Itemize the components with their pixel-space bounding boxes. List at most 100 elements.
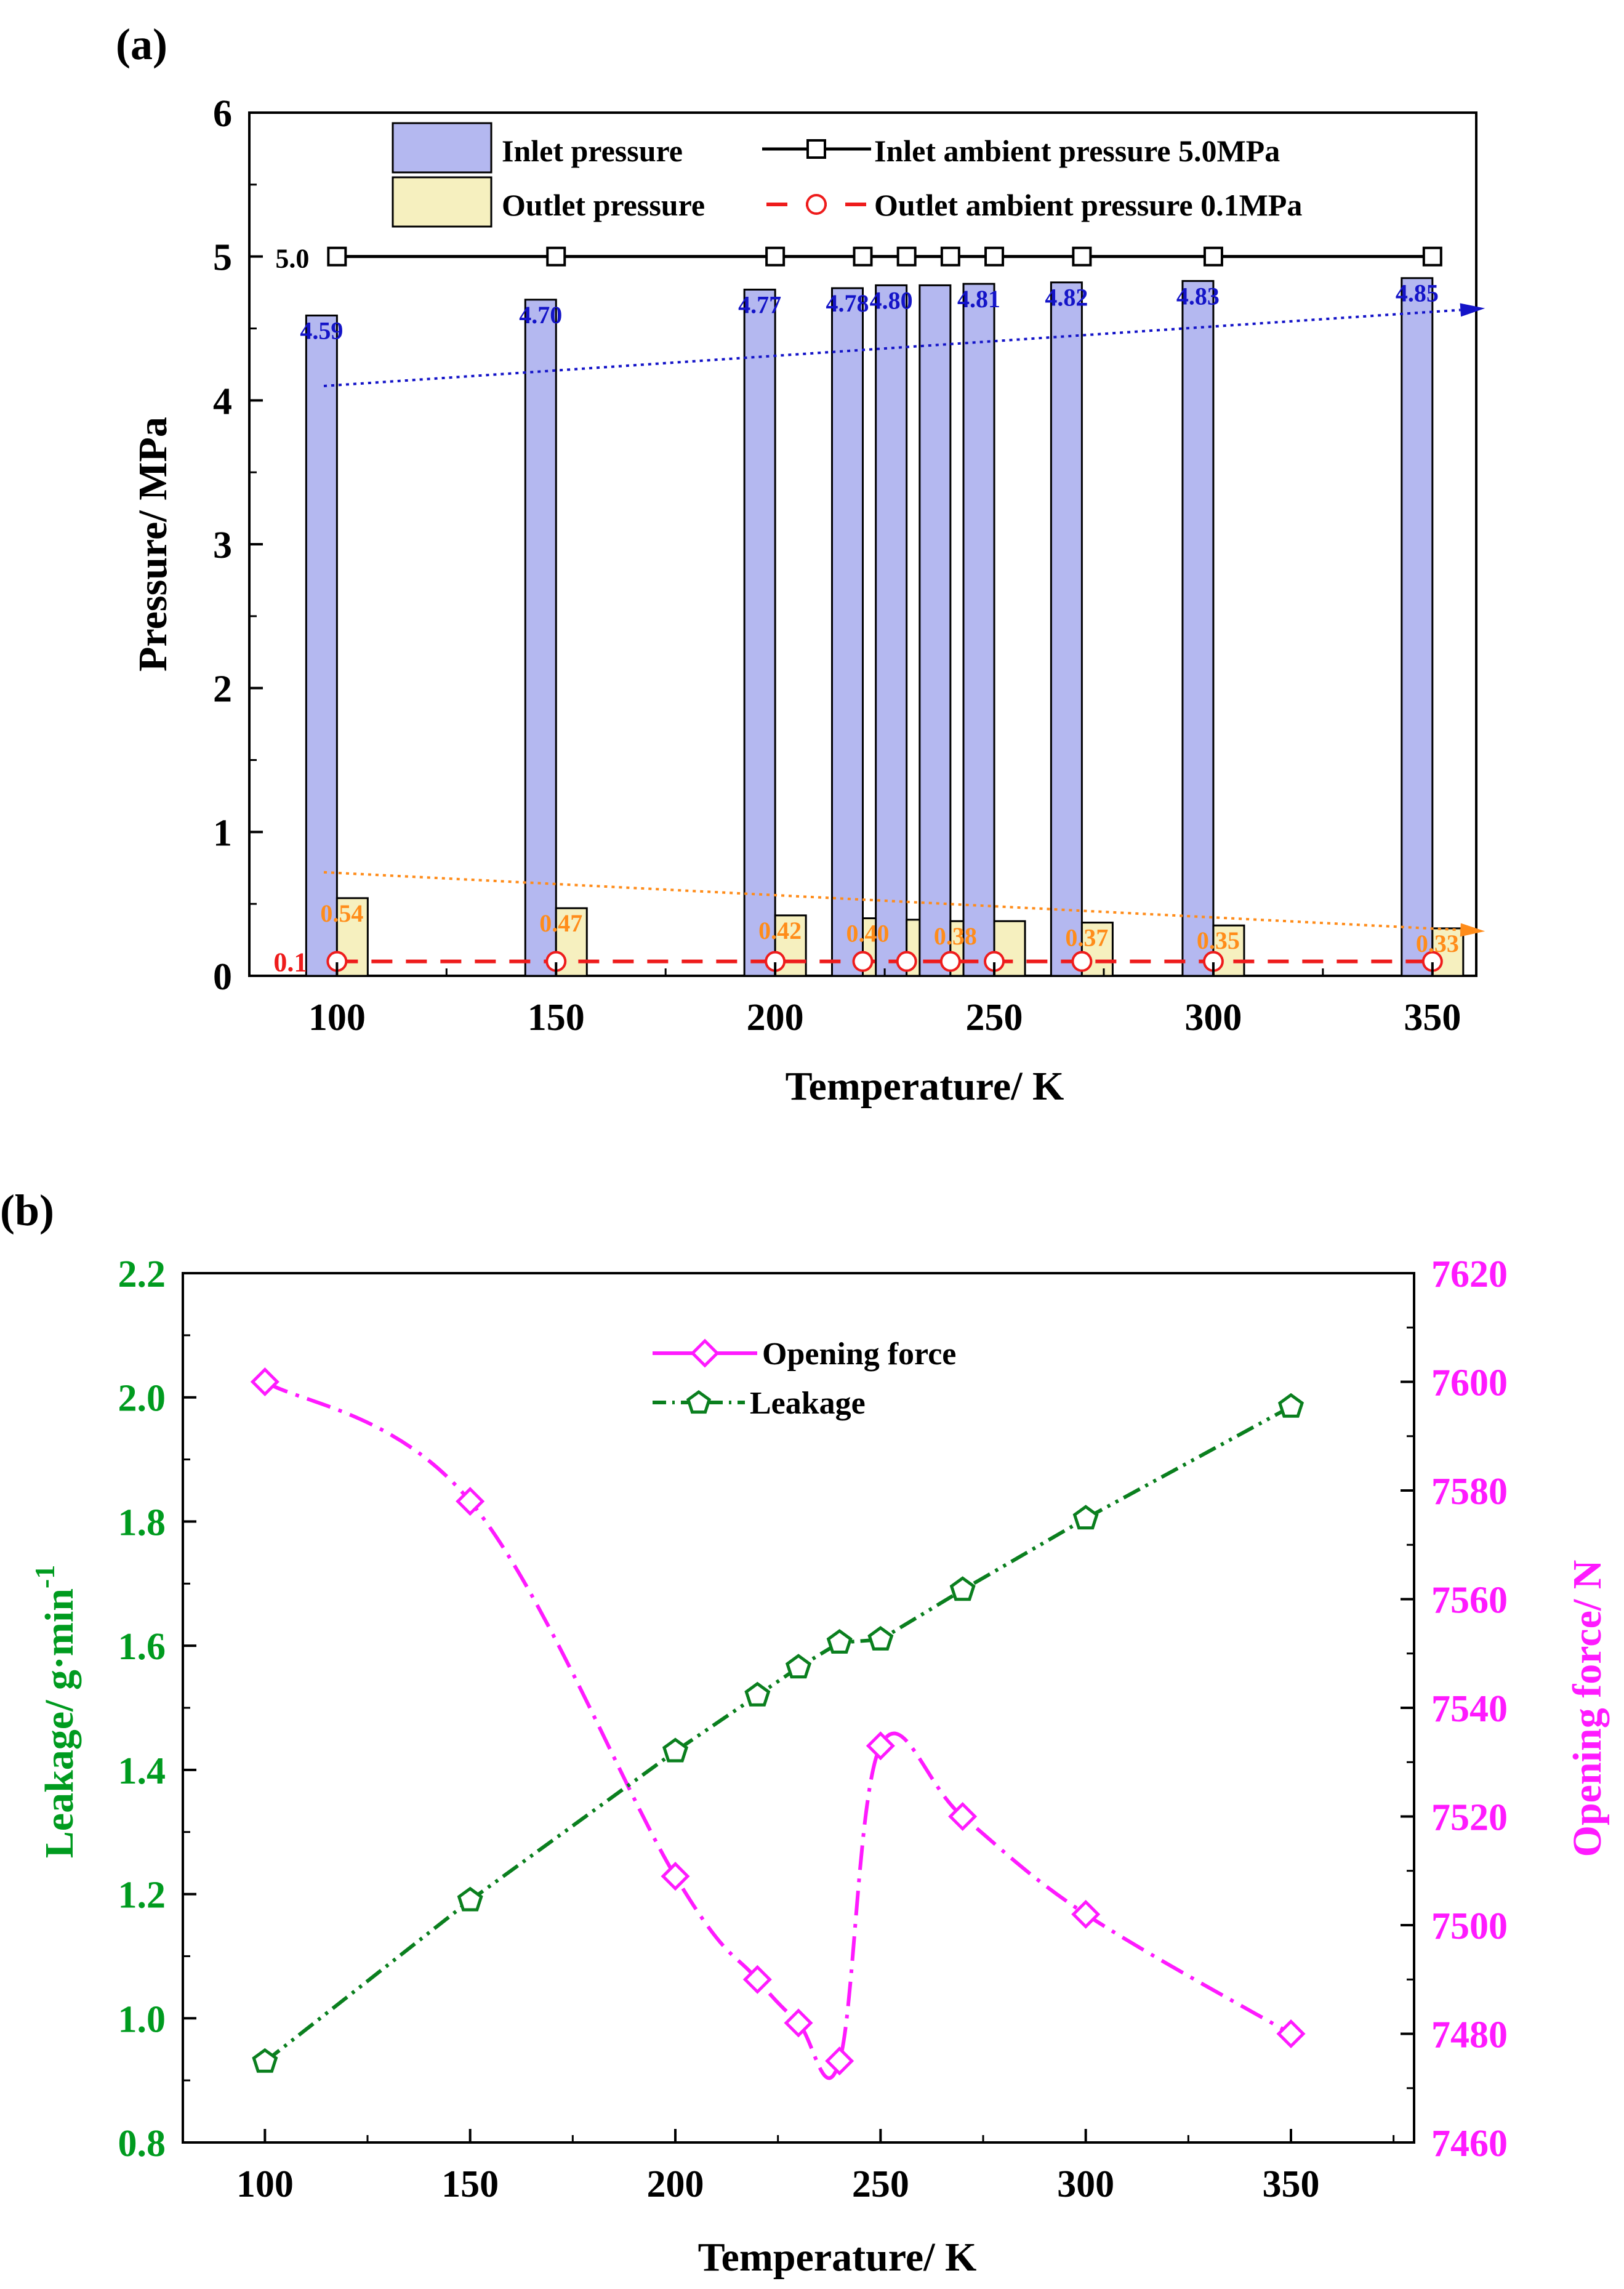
outlet-trend-head — [1460, 923, 1485, 937]
bar-label-outlet: 0.38 — [934, 922, 977, 950]
y-tick-label-right-b: 7500 — [1431, 1905, 1508, 1947]
bar-inlet-pressure — [524, 299, 557, 977]
legend-label-outlet-pressure: Outlet pressure — [502, 188, 705, 222]
inlet-ambient-marker — [327, 246, 347, 267]
x-ticks-a: 100 150 200 250 300 350 — [308, 962, 1461, 1039]
svg-text:Leakage/ g·min-1: Leakage/ g·min-1 — [29, 1565, 82, 1859]
y-tick-label-left-b: 1.4 — [118, 1750, 166, 1792]
y-tick-label-a: 5 — [213, 237, 232, 279]
x-axis-title-a: Temperature/ K — [786, 1064, 1064, 1109]
y-tick-label-left-b: 2.0 — [118, 1378, 166, 1420]
x-axis-title-b: Temperature/ K — [698, 2235, 977, 2280]
legend-swatch-inlet-pressure — [392, 122, 492, 174]
x-ticks-b: 100 150 200 250 300 350 — [236, 2129, 1395, 2205]
inlet-ambient-marker — [546, 246, 566, 267]
leakage-point — [252, 2048, 278, 2073]
bar-label-outlet: 0.35 — [1197, 927, 1240, 954]
series-lines-b — [263, 1380, 1292, 2080]
legend-marker-outlet-ambient — [806, 194, 827, 215]
inlet-trend-head — [1460, 303, 1485, 317]
opening-force-point — [456, 1487, 485, 1516]
x-tick-label-a: 150 — [528, 997, 585, 1039]
inlet-ambient-marker — [765, 246, 786, 267]
y-axis-title-a: Pressure/ MPa — [131, 417, 175, 672]
bar-labels-a: 4.59 4.70 4.77 4.78 4.80 4.81 4.82 4.83 4.85 0.54… — [300, 280, 1458, 957]
bar-label-outlet: 0.40 — [846, 920, 890, 947]
inlet-trend-line — [323, 308, 1461, 387]
legend-marker-inlet-ambient — [806, 139, 826, 159]
bar-inlet-pressure — [305, 314, 338, 977]
legend-label-inlet-pressure: Inlet pressure — [502, 134, 683, 168]
bar-outlet-pressure — [774, 914, 807, 977]
bar-label-inlet: 4.77 — [738, 291, 781, 318]
y-tick-label-left-b: 0.8 — [118, 2123, 166, 2165]
y-axis-title-left-sup: -1 — [29, 1565, 60, 1588]
y-tick-label-right-b: 7580 — [1431, 1471, 1508, 1513]
opening-force-point — [1071, 1899, 1101, 1929]
bar-inlet-pressure — [1181, 280, 1215, 977]
inlet-ambient-marker — [1072, 246, 1092, 267]
y-axis-title-left-b: Leakage/ g·min-1 — [29, 1565, 82, 1859]
y-tick-label-left-b: 2.2 — [118, 1253, 166, 1295]
ambient-lines-a: 5.0 0.1 — [273, 244, 1443, 978]
opening-force-point — [866, 1731, 895, 1761]
outlet-ambient-marker — [1071, 951, 1093, 972]
trend-arrows-a — [323, 303, 1485, 937]
bar-label-outlet: 0.37 — [1065, 924, 1108, 952]
x-tick-label-b: 300 — [1057, 2163, 1114, 2205]
inlet-ambient-marker — [896, 246, 917, 267]
x-tick-label-b: 350 — [1263, 2163, 1320, 2205]
bar-inlet-pressure — [1050, 281, 1083, 977]
bar-inlet-pressure — [831, 287, 864, 977]
legend-label-outlet-ambient: Outlet ambient pressure 0.1MPa — [874, 188, 1302, 222]
y-axis-title-right-b: Opening force/ N — [1565, 1560, 1610, 1857]
y-tick-label-a: 2 — [213, 669, 232, 710]
bar-inlet-pressure — [919, 284, 952, 977]
y-axis-title-left-text: Leakage/ g·min — [37, 1588, 82, 1858]
opening-force-point — [1276, 2019, 1306, 2049]
y-tick-label-left-b: 1.8 — [118, 1502, 166, 1543]
y-ticks-a: 0 1 2 3 4 5 6 — [213, 93, 263, 998]
opening-force-point — [948, 1801, 978, 1832]
leakage-point — [826, 1629, 853, 1654]
y-tick-label-left-b: 1.6 — [118, 1626, 166, 1668]
leakage-point — [1072, 1505, 1099, 1530]
inlet-ambient-marker — [1422, 246, 1442, 267]
y-tick-label-a: 6 — [213, 93, 232, 135]
y-tick-label-right-b: 7540 — [1431, 1688, 1508, 1730]
leakage-point — [457, 1886, 483, 1912]
y-tick-label-right-b: 7560 — [1431, 1580, 1508, 1622]
legend-a: Inlet pressure Outlet pressure Inlet amb… — [392, 122, 1302, 228]
leakage-point — [949, 1576, 976, 1601]
inlet-ambient-marker — [1203, 246, 1223, 267]
x-tick-label-a: 200 — [747, 997, 804, 1039]
outlet-ambient-marker — [896, 951, 917, 972]
legend-label-leakage: Leakage — [750, 1386, 866, 1421]
y-tick-label-a: 1 — [213, 812, 232, 854]
panel-a-label: (a) — [116, 20, 167, 69]
bar-label-outlet: 0.47 — [539, 909, 582, 937]
bar-label-inlet: 4.70 — [519, 301, 562, 329]
bar-label-outlet: 0.33 — [1416, 930, 1459, 957]
opening-force-point — [661, 1862, 690, 1891]
x-tick-label-a: 300 — [1184, 997, 1242, 1039]
inlet-ambient-marker — [984, 246, 1005, 267]
inlet-ambient-marker — [940, 246, 960, 267]
bar-label-inlet: 4.78 — [826, 289, 869, 317]
legend-marker-leakage — [686, 1390, 712, 1414]
outlet-trend-line — [323, 871, 1461, 931]
x-tick-label-a: 250 — [966, 997, 1023, 1039]
outlet-ambient-marker — [939, 951, 961, 972]
opening-force-line — [263, 1380, 1292, 2080]
bar-label-inlet: 4.59 — [300, 316, 343, 344]
opening-force-point — [250, 1367, 279, 1397]
bar-label-outlet: 0.42 — [758, 917, 802, 944]
leakage-point — [1277, 1393, 1304, 1418]
leakage-point — [785, 1654, 812, 1679]
inlet-ambient-value-label: 5.0 — [275, 244, 309, 274]
opening-force-point — [742, 1965, 772, 1994]
y-tick-label-right-b: 7520 — [1431, 1797, 1508, 1839]
y-tick-label-left-b: 1.0 — [118, 1998, 166, 2040]
outlet-ambient-value-label: 0.1 — [273, 947, 307, 978]
